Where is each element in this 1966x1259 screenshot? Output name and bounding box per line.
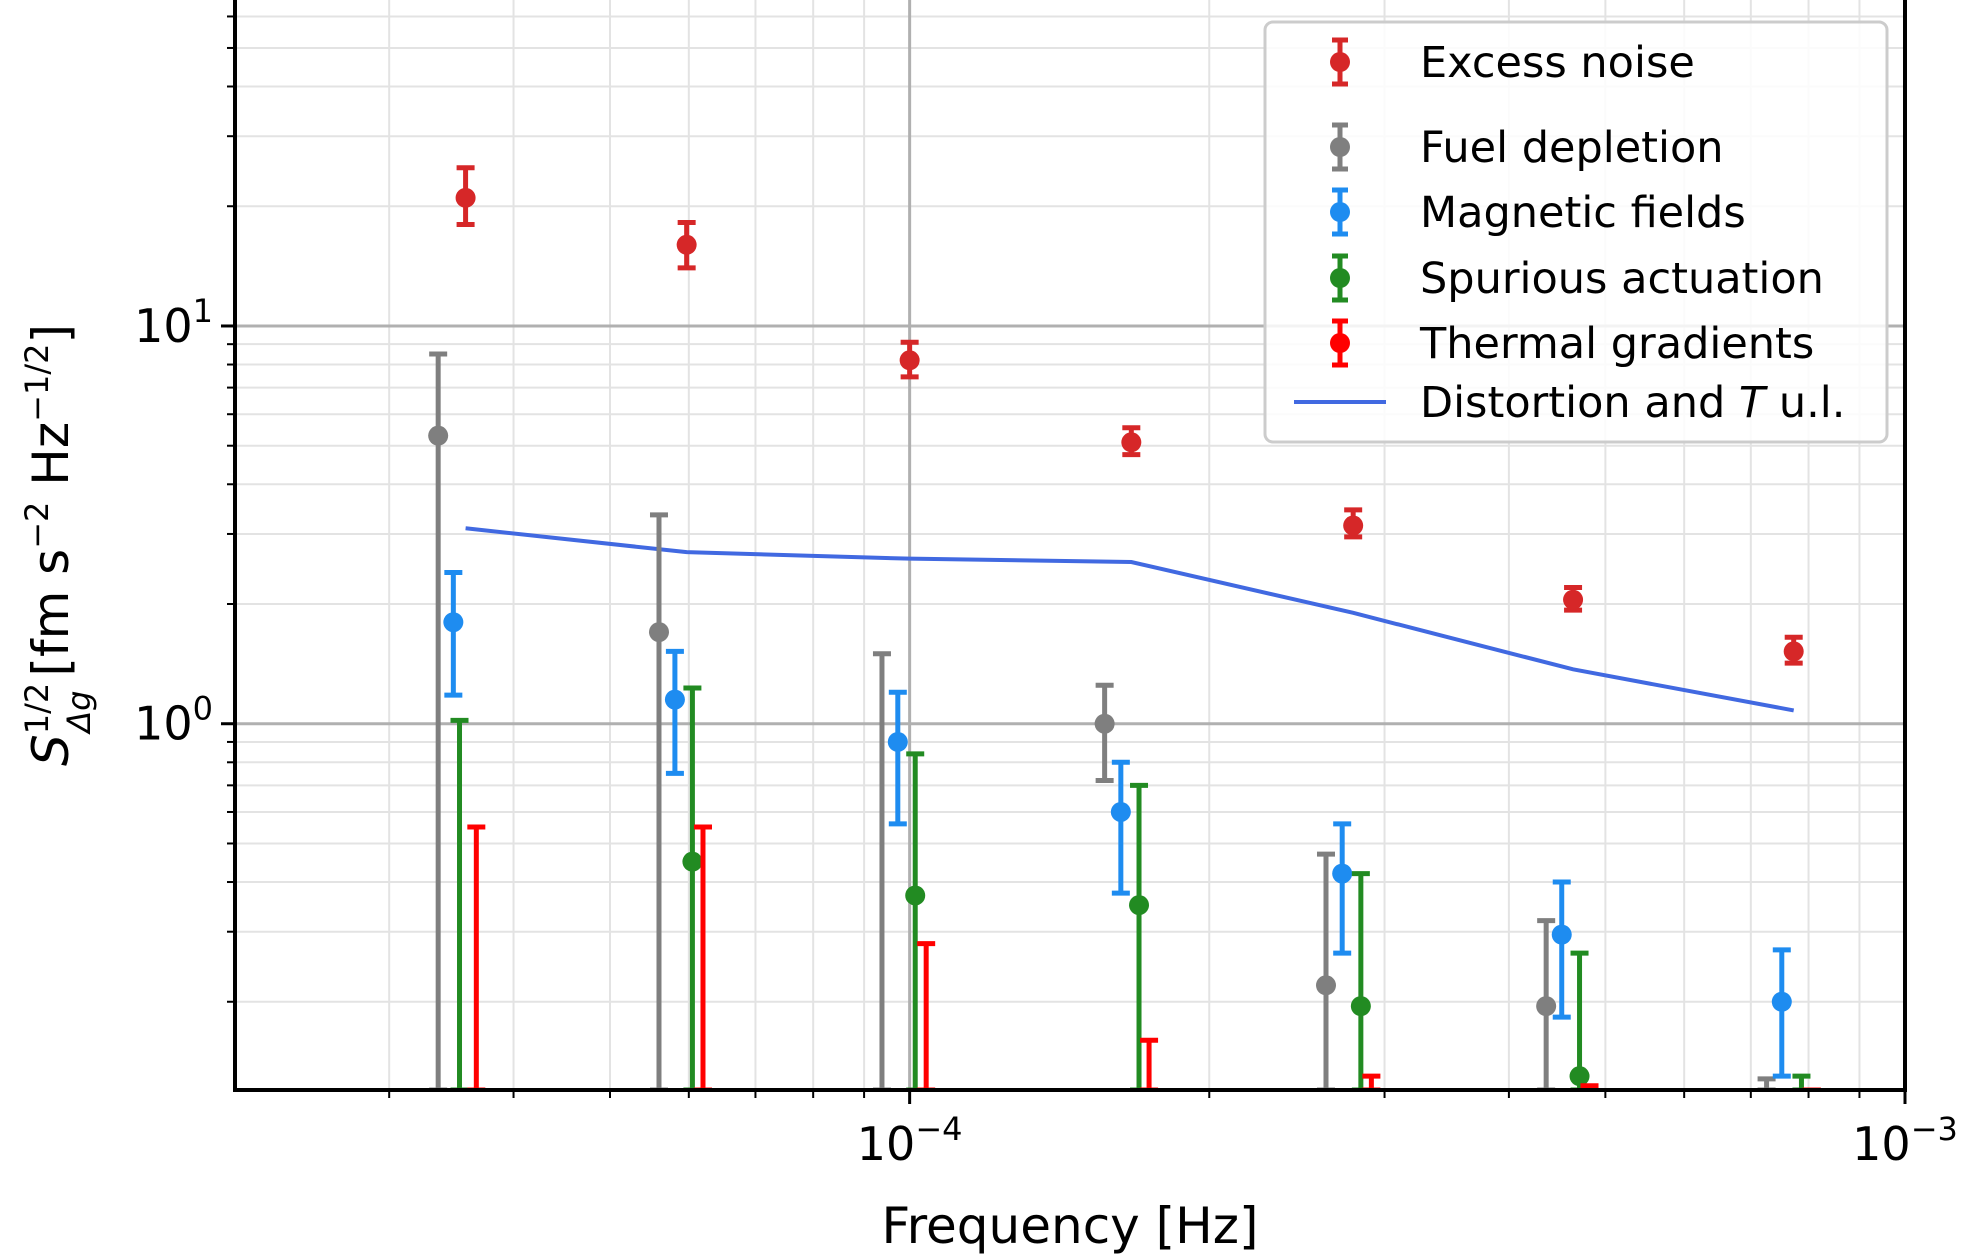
y-axis-ticks: 100 101	[134, 15, 235, 1003]
fuel-depletion-series	[428, 351, 1776, 1090]
excess-noise-point	[1343, 515, 1364, 536]
svg-text:S1/2Δg[fm s−2 Hz−1/2]: S1/2 Δg [fm s−2 Hz−1/2]	[18, 324, 98, 766]
y-tick-label: 101	[134, 292, 213, 353]
spurious-actuation-point	[1569, 1066, 1590, 1087]
legend-label: Fuel depletion	[1420, 123, 1724, 173]
plot-clip-group	[428, 165, 1821, 1090]
thermal-gradients-series	[467, 824, 1821, 1090]
excess-noise-point	[1563, 589, 1584, 610]
y-label-symbol: S	[22, 734, 80, 766]
legend-marker	[1330, 268, 1350, 288]
spurious-actuation-series	[450, 685, 1811, 1090]
spurious-actuation-point	[905, 885, 926, 906]
y-label-subscript: Δg	[60, 691, 98, 736]
x-axis-ticks: 10−4 10−3	[388, 1090, 1958, 1171]
legend-label: Thermal gradients	[1419, 319, 1814, 369]
magnetic-fields-point	[664, 689, 685, 710]
y-label-superscript: 1/2	[18, 683, 56, 735]
legend-entry-magnetic-fields: Magnetic fields	[1330, 187, 1746, 238]
legend-entry-fuel-depletion: Fuel depletion	[1330, 122, 1724, 173]
y-tick-label: 100	[134, 690, 213, 751]
magnetic-fields-point	[443, 612, 464, 633]
legend-entry-spurious-actuation: Spurious actuation	[1330, 253, 1824, 304]
legend-label: Distortion and T u.l.	[1420, 378, 1845, 428]
excess-noise-series	[455, 165, 1804, 666]
excess-noise-point	[676, 234, 697, 255]
legend-entry-thermal-gradients: Thermal gradients	[1330, 318, 1814, 369]
x-tick-label: 10−4	[857, 1110, 963, 1171]
axes	[233, 0, 1907, 1092]
spurious-actuation-point	[1350, 996, 1371, 1017]
excess-noise-point	[1783, 641, 1804, 662]
legend-label: Excess noise	[1420, 38, 1695, 88]
x-tick-label: 10−3	[1852, 1110, 1958, 1171]
excess-noise-point	[1121, 432, 1142, 453]
x-axis-label: Frequency [Hz]	[881, 1197, 1258, 1255]
legend-label: Spurious actuation	[1420, 254, 1824, 304]
magnetic-fields-point	[887, 731, 908, 752]
magnetic-fields-point	[1332, 863, 1353, 884]
y-label-units-suffix: ]	[22, 324, 80, 344]
spurious-actuation-point	[1129, 895, 1150, 916]
legend-marker	[1330, 333, 1350, 353]
fuel-depletion-point	[1094, 713, 1115, 734]
legend-marker	[1330, 202, 1350, 222]
spurious-actuation-point	[682, 851, 703, 872]
magnetic-fields-series	[443, 570, 1792, 1079]
fuel-depletion-point	[648, 622, 669, 643]
excess-noise-point	[899, 350, 920, 371]
magnetic-fields-point	[1110, 801, 1131, 822]
fuel-depletion-point	[428, 425, 449, 446]
y-axis-label: S1/2 Δg [fm s−2 Hz−1/2]	[18, 324, 98, 766]
legend-marker	[1330, 137, 1350, 157]
legend-label: Magnetic fields	[1420, 188, 1746, 238]
y-label-units-mid: Hz	[22, 422, 80, 502]
legend-marker	[1330, 52, 1350, 72]
legend-entry-distortion-and-t-u-l-: Distortion and T u.l.	[1294, 378, 1845, 428]
y-label-units-prefix: [fm s	[22, 549, 80, 677]
magnetic-fields-point	[1551, 924, 1572, 945]
y-label-exp1: −2	[18, 502, 56, 549]
fuel-depletion-point	[1536, 996, 1557, 1017]
distortion-upper-limit-line	[465, 526, 1795, 713]
excess-noise-point	[455, 187, 476, 208]
legend: Excess noise Fuel depletion Magnetic field…	[1263, 20, 1889, 444]
axes-frame	[233, 0, 1907, 1092]
legend-entry-excess-noise: Excess noise	[1330, 37, 1695, 88]
fuel-depletion-point	[1315, 975, 1336, 996]
y-label-exp2: −1/2	[18, 344, 56, 422]
plot-area	[428, 165, 1821, 1090]
legend-box	[1263, 20, 1889, 444]
magnetic-fields-point	[1771, 991, 1792, 1012]
